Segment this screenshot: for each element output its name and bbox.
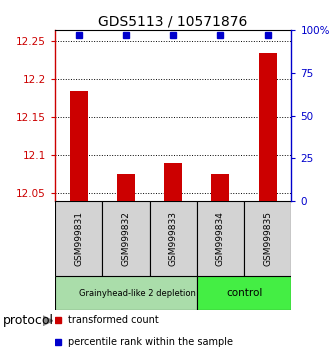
Text: transformed count: transformed count <box>68 315 159 325</box>
Text: percentile rank within the sample: percentile rank within the sample <box>68 337 233 347</box>
Text: Grainyhead-like 2 depletion: Grainyhead-like 2 depletion <box>79 289 196 298</box>
Text: GSM999832: GSM999832 <box>121 211 131 266</box>
Bar <box>164 163 182 201</box>
Polygon shape <box>43 316 53 325</box>
Text: GSM999835: GSM999835 <box>263 211 272 266</box>
Bar <box>150 201 197 276</box>
Bar <box>259 53 277 201</box>
Text: protocol: protocol <box>3 314 54 327</box>
Bar <box>55 201 102 276</box>
Text: GSM999831: GSM999831 <box>74 211 83 266</box>
Bar <box>102 201 150 276</box>
Text: control: control <box>226 288 262 298</box>
Bar <box>117 175 135 201</box>
Bar <box>70 91 88 201</box>
Bar <box>55 276 197 310</box>
Bar <box>197 201 244 276</box>
Bar <box>211 175 229 201</box>
Bar <box>244 201 291 276</box>
Text: GSM999833: GSM999833 <box>168 211 178 266</box>
Bar <box>197 276 291 310</box>
Title: GDS5113 / 10571876: GDS5113 / 10571876 <box>99 15 248 29</box>
Text: GSM999834: GSM999834 <box>216 211 225 266</box>
